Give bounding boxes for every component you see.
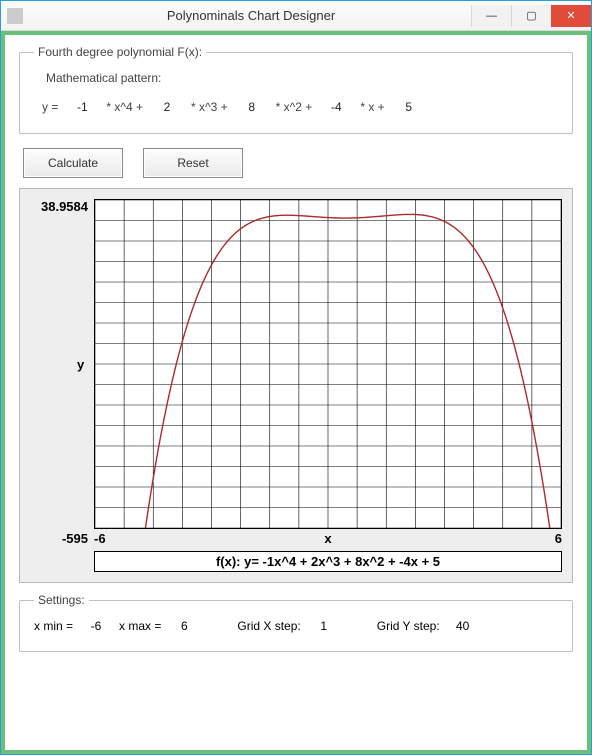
xmax-input[interactable]	[167, 617, 201, 635]
app-icon	[7, 8, 23, 24]
reset-button[interactable]: Reset	[143, 148, 243, 178]
term-x4-label: * x^4 +	[106, 100, 143, 114]
gridx-input[interactable]	[307, 617, 341, 635]
y-equals-label: y =	[42, 100, 58, 114]
x-min-label: -6	[94, 531, 106, 546]
y-min-label: -595	[30, 531, 94, 549]
coef-e-input[interactable]	[391, 97, 427, 117]
pattern-label: Mathematical pattern:	[46, 71, 558, 85]
polynomial-group: Fourth degree polynomial F(x): Mathemati…	[19, 45, 573, 134]
coef-d-input[interactable]	[318, 97, 354, 117]
x-axis-label: x	[324, 531, 331, 546]
chart-curve	[95, 200, 561, 528]
y-max-label: 38.9584	[30, 199, 94, 529]
gridx-label: Grid X step:	[237, 619, 300, 633]
close-button[interactable]: ✕	[551, 5, 591, 27]
xmax-label: x max =	[119, 619, 161, 633]
calculate-button[interactable]: Calculate	[23, 148, 123, 178]
coef-c-input[interactable]	[234, 97, 270, 117]
client-area: Fourth degree polynomial F(x): Mathemati…	[1, 31, 591, 754]
window-buttons: — ▢ ✕	[471, 5, 591, 27]
gridy-label: Grid Y step:	[377, 619, 440, 633]
y-axis-label: y	[77, 357, 84, 372]
polynomial-legend: Fourth degree polynomial F(x):	[34, 45, 206, 59]
settings-group: Settings: x min = x max = Grid X step: G…	[19, 593, 573, 652]
term-x3-label: * x^3 +	[191, 100, 228, 114]
xmin-label: x min =	[34, 619, 73, 633]
term-x2-label: * x^2 +	[276, 100, 313, 114]
coefficients-row: y = * x^4 + * x^3 + * x^2 + * x +	[42, 97, 558, 117]
settings-row: x min = x max = Grid X step: Grid Y step…	[34, 617, 558, 635]
x-max-label: 6	[555, 531, 562, 546]
chart-panel: 38.9584 y -595 -6 x 6	[19, 188, 573, 583]
window-title: Polynominals Chart Designer	[31, 8, 471, 23]
coef-a-input[interactable]	[64, 97, 100, 117]
formula-display: f(x): y= -1x^4 + 2x^3 + 8x^2 + -4x + 5	[94, 551, 562, 572]
plot-area: y	[94, 199, 562, 529]
gridy-input[interactable]	[446, 617, 480, 635]
button-row: Calculate Reset	[19, 144, 573, 178]
term-x1-label: * x +	[360, 100, 384, 114]
titlebar[interactable]: Polynominals Chart Designer — ▢ ✕	[1, 1, 591, 31]
settings-legend: Settings:	[34, 593, 89, 607]
app-window: Polynominals Chart Designer — ▢ ✕ Fourth…	[0, 0, 592, 755]
minimize-button[interactable]: —	[471, 5, 511, 27]
maximize-button[interactable]: ▢	[511, 5, 551, 27]
coef-b-input[interactable]	[149, 97, 185, 117]
xmin-input[interactable]	[79, 617, 113, 635]
x-axis-row: -6 x 6	[94, 531, 562, 549]
